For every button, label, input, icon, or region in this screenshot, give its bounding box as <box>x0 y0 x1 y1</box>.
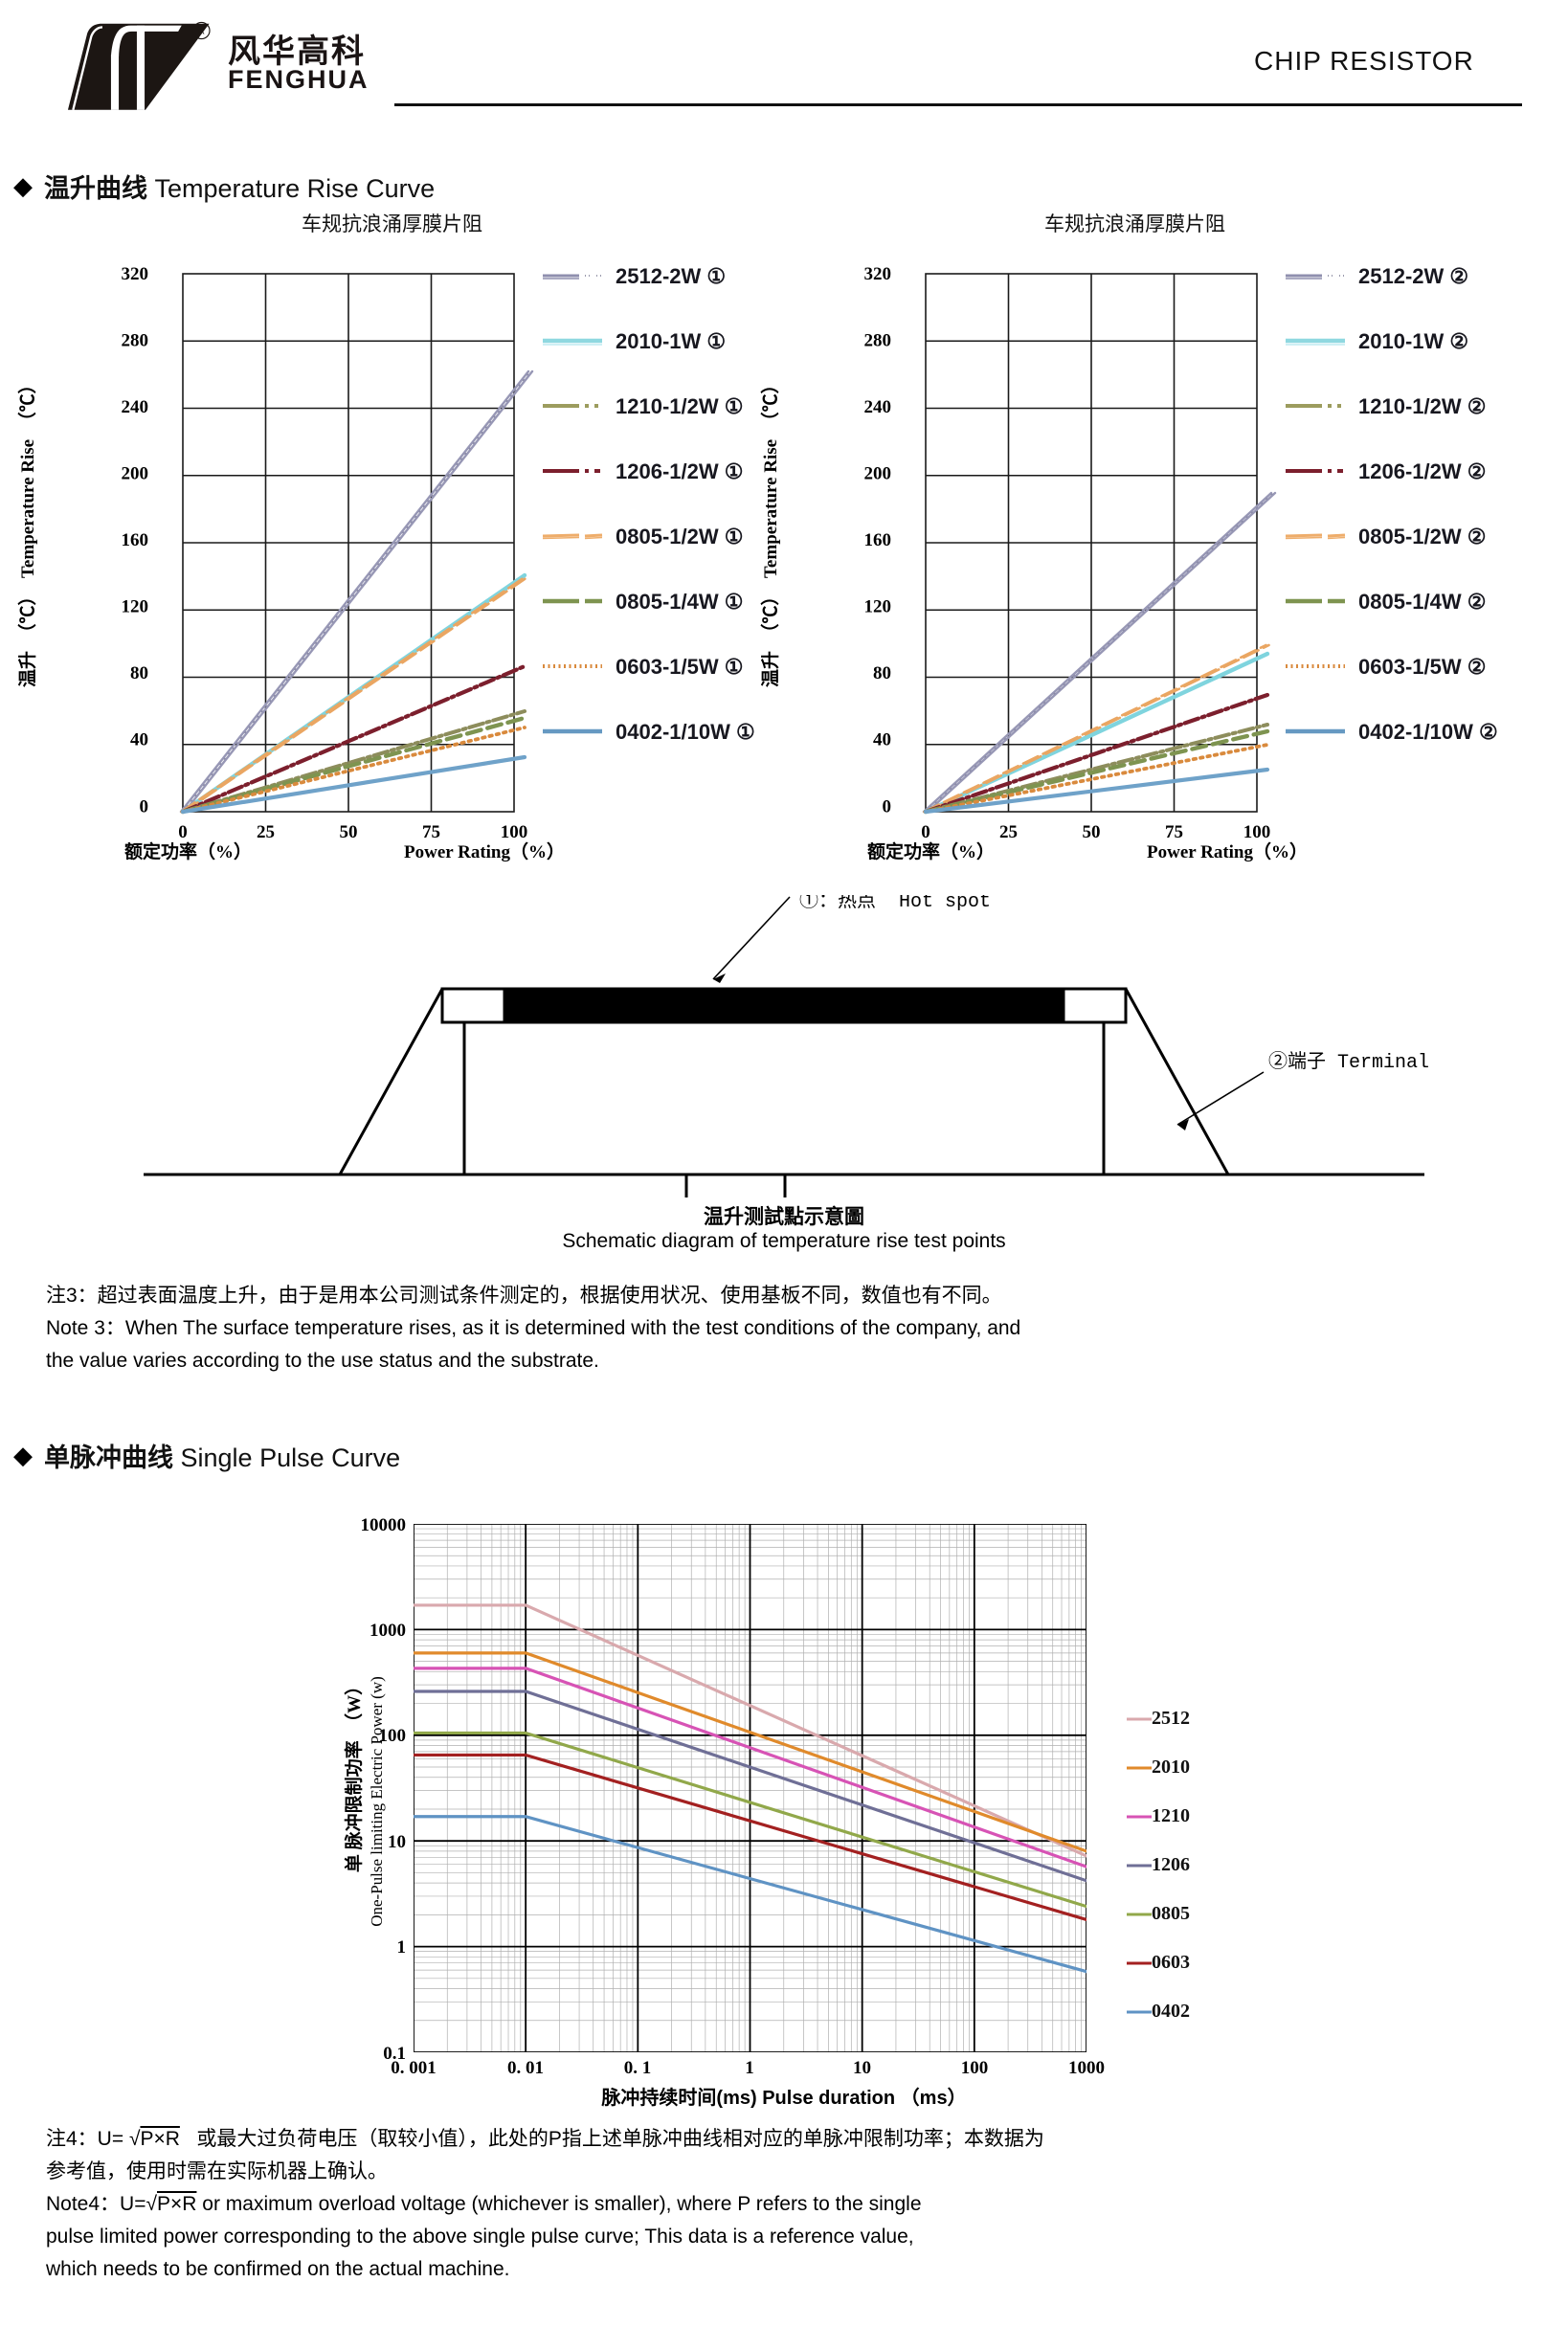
svg-text:160: 160 <box>122 530 149 550</box>
svg-text:40: 40 <box>130 730 148 750</box>
svg-text:40: 40 <box>873 730 891 750</box>
svg-text:1210-1/2W ①: 1210-1/2W ① <box>616 394 743 418</box>
svg-text:2512-2W ②: 2512-2W ② <box>1358 264 1468 288</box>
svg-text:0: 0 <box>140 797 149 817</box>
svg-text:80: 80 <box>873 663 891 683</box>
svg-text:160: 160 <box>864 530 892 550</box>
svg-text:0402-1/10W ①: 0402-1/10W ① <box>616 720 755 744</box>
svg-text:200: 200 <box>122 464 149 484</box>
svg-text:240: 240 <box>864 397 892 417</box>
svg-text:240: 240 <box>122 397 149 417</box>
svg-text:R: R <box>198 27 205 37</box>
svg-text:280: 280 <box>864 331 892 351</box>
svg-text:320: 320 <box>864 264 892 284</box>
svg-text:2512-2W ①: 2512-2W ① <box>616 264 726 288</box>
svg-text:1206-1/2W ②: 1206-1/2W ② <box>1358 459 1486 483</box>
svg-text:280: 280 <box>122 331 149 351</box>
svg-text:0805-1/2W ②: 0805-1/2W ② <box>1358 525 1486 548</box>
svg-text:0805-1/2W ①: 0805-1/2W ① <box>616 525 743 548</box>
svg-text:0: 0 <box>883 797 892 817</box>
svg-text:2010-1W ①: 2010-1W ① <box>616 329 726 353</box>
svg-text:0805-1/4W ①: 0805-1/4W ① <box>616 590 743 614</box>
svg-text:120: 120 <box>864 597 892 617</box>
svg-text:200: 200 <box>864 464 892 484</box>
svg-text:1210-1/2W ②: 1210-1/2W ② <box>1358 394 1486 418</box>
svg-text:2010-1W ②: 2010-1W ② <box>1358 329 1468 353</box>
svg-text:0603-1/5W ②: 0603-1/5W ② <box>1358 655 1486 679</box>
svg-text:0805-1/4W ②: 0805-1/4W ② <box>1358 590 1486 614</box>
svg-text:120: 120 <box>122 597 149 617</box>
svg-text:80: 80 <box>130 663 148 683</box>
svg-text:320: 320 <box>122 264 149 284</box>
svg-text:1206-1/2W ①: 1206-1/2W ① <box>616 459 743 483</box>
svg-text:0603-1/5W ①: 0603-1/5W ① <box>616 655 743 679</box>
svg-text:①：热点 Hot spot: ①：热点 Hot spot <box>799 895 991 913</box>
svg-text:0402-1/10W ②: 0402-1/10W ② <box>1358 720 1498 744</box>
svg-text:②端子 Terminal: ②端子 Terminal <box>1268 1050 1429 1074</box>
